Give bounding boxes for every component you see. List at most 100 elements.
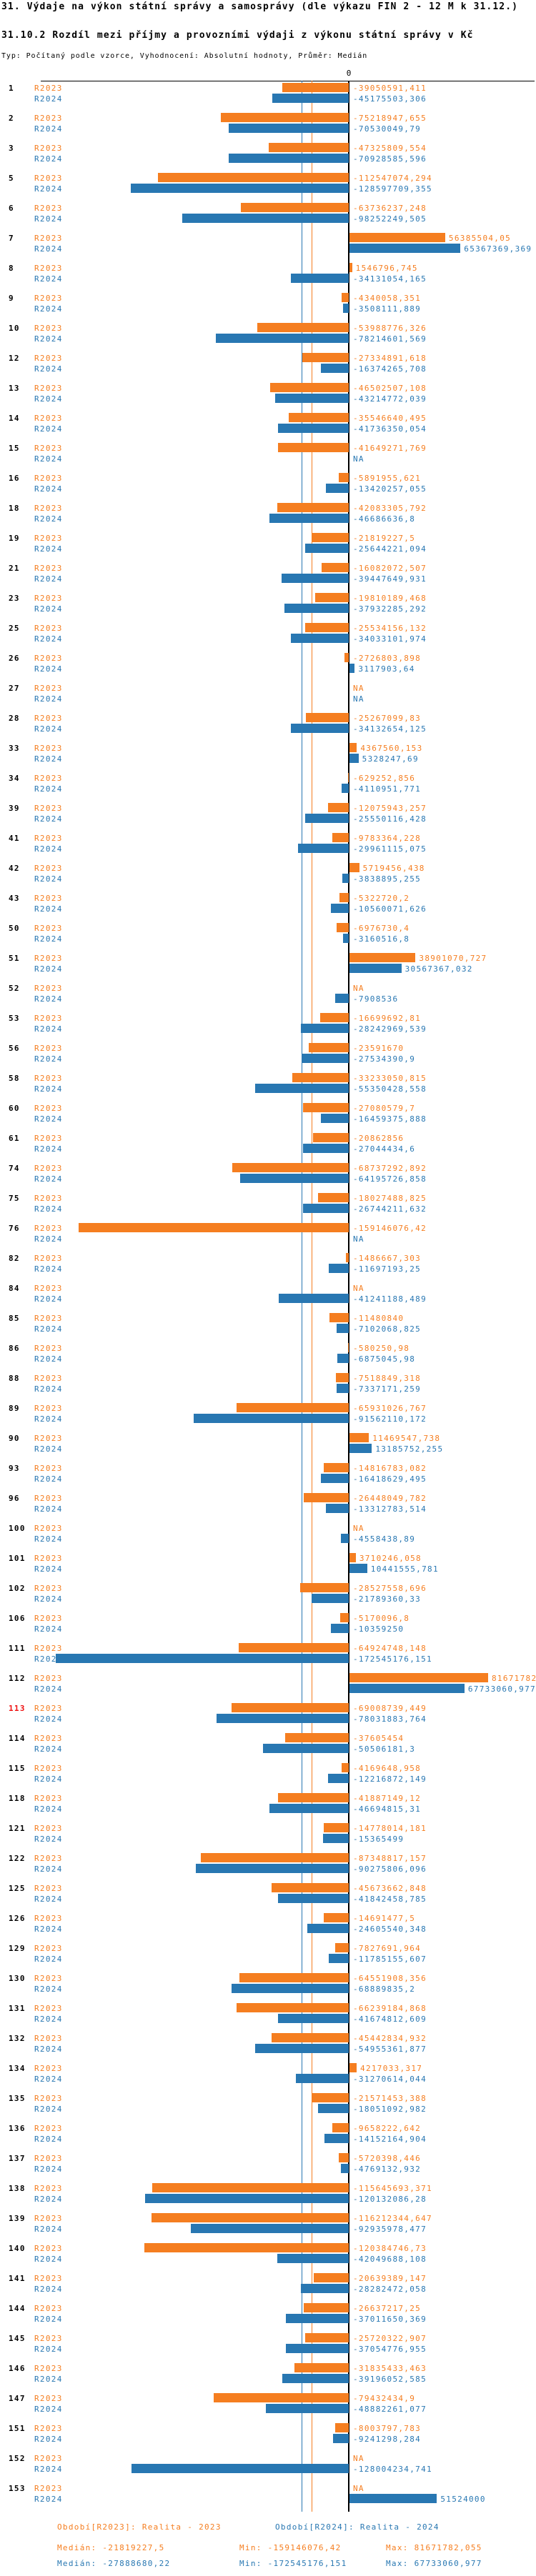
bar-2024[interactable]	[255, 2044, 349, 2053]
bar-2024[interactable]	[320, 1114, 349, 1123]
bar-2023[interactable]	[336, 1373, 349, 1382]
bar-2023[interactable]	[157, 173, 349, 182]
bar-2023[interactable]	[347, 1343, 349, 1352]
bar-2023[interactable]	[337, 923, 349, 932]
bar-2023[interactable]	[344, 653, 349, 662]
bar-2023[interactable]	[349, 233, 445, 242]
bar-2024[interactable]	[312, 1594, 349, 1603]
bar-2024[interactable]	[341, 1534, 349, 1543]
bar-2024[interactable]	[302, 1144, 349, 1153]
bar-2023[interactable]	[342, 1763, 349, 1772]
bar-2023[interactable]	[321, 563, 349, 572]
bar-2023[interactable]	[332, 2123, 349, 2132]
bar-2023[interactable]	[304, 1493, 349, 1502]
bar-2024[interactable]	[297, 844, 349, 853]
bar-2024[interactable]	[349, 2494, 437, 2503]
bar-2023[interactable]	[214, 2393, 349, 2402]
bar-2024[interactable]	[193, 1414, 349, 1423]
bar-2023[interactable]	[332, 833, 349, 842]
bar-2024[interactable]	[144, 2194, 349, 2203]
bar-2024[interactable]	[228, 154, 349, 163]
bar-2024[interactable]	[326, 484, 349, 493]
bar-2024[interactable]	[232, 1984, 349, 1993]
bar-2024[interactable]	[300, 2284, 349, 2293]
bar-2024[interactable]	[254, 1084, 349, 1093]
bar-2024[interactable]	[307, 1924, 349, 1933]
bar-2024[interactable]	[277, 1894, 349, 1903]
bar-2023[interactable]	[349, 863, 359, 872]
bar-2023[interactable]	[349, 1553, 356, 1562]
bar-2024[interactable]	[302, 1054, 349, 1063]
bar-2023[interactable]	[78, 1223, 349, 1232]
bar-2024[interactable]	[321, 364, 349, 373]
bar-2023[interactable]	[339, 893, 349, 902]
bar-2023[interactable]	[339, 473, 349, 482]
bar-2024[interactable]	[295, 2074, 349, 2083]
bar-2024[interactable]	[290, 274, 349, 283]
bar-2024[interactable]	[229, 124, 349, 133]
bar-2024[interactable]	[265, 2404, 349, 2413]
bar-2024[interactable]	[349, 1444, 372, 1453]
bar-2024[interactable]	[263, 1744, 349, 1753]
bar-2024[interactable]	[326, 1504, 349, 1513]
bar-2024[interactable]	[342, 784, 349, 793]
bar-2024[interactable]	[330, 904, 349, 913]
bar-2023[interactable]	[349, 953, 416, 962]
bar-2024[interactable]	[56, 1654, 349, 1663]
bar-2023[interactable]	[271, 1883, 349, 1892]
bar-2024[interactable]	[342, 304, 349, 313]
bar-2023[interactable]	[324, 1913, 349, 1922]
bar-2023[interactable]	[335, 1943, 349, 1952]
bar-2023[interactable]	[312, 2093, 349, 2102]
bar-2024[interactable]	[342, 874, 349, 883]
bar-2024[interactable]	[331, 1624, 349, 1633]
bar-2024[interactable]	[191, 2224, 349, 2233]
bar-2023[interactable]	[305, 623, 349, 632]
bar-2023[interactable]	[232, 1163, 349, 1172]
bar-2024[interactable]	[333, 2434, 349, 2443]
bar-2023[interactable]	[277, 1793, 349, 1802]
bar-2024[interactable]	[277, 2254, 349, 2263]
bar-2023[interactable]	[292, 1073, 349, 1082]
bar-2023[interactable]	[323, 1463, 349, 1472]
bar-2024[interactable]	[282, 2374, 349, 2383]
bar-2024[interactable]	[130, 184, 349, 193]
bar-2023[interactable]	[313, 1133, 349, 1142]
bar-2023[interactable]	[308, 1043, 349, 1052]
bar-2023[interactable]	[302, 353, 349, 362]
bar-2023[interactable]	[302, 1103, 349, 1112]
bar-2023[interactable]	[232, 1703, 349, 1712]
bar-2024[interactable]	[343, 934, 349, 943]
bar-2024[interactable]	[324, 2134, 349, 2143]
bar-2024[interactable]	[272, 94, 349, 103]
bar-2023[interactable]	[200, 1853, 349, 1862]
bar-2024[interactable]	[278, 2014, 349, 2023]
bar-2024[interactable]	[300, 1024, 349, 1033]
bar-2023[interactable]	[313, 2273, 349, 2282]
bar-2023[interactable]	[320, 1013, 349, 1022]
bar-2024[interactable]	[269, 1804, 349, 1813]
bar-2023[interactable]	[328, 803, 349, 812]
bar-2024[interactable]	[290, 724, 349, 733]
bar-2024[interactable]	[282, 574, 349, 583]
bar-2023[interactable]	[339, 2153, 349, 2162]
bar-2023[interactable]	[349, 2063, 357, 2072]
bar-2024[interactable]	[349, 964, 402, 973]
bar-2024[interactable]	[239, 1174, 349, 1183]
bar-2023[interactable]	[151, 2213, 349, 2222]
bar-2023[interactable]	[272, 2033, 349, 2042]
bar-2023[interactable]	[349, 1433, 369, 1442]
bar-2024[interactable]	[349, 754, 359, 763]
bar-2023[interactable]	[318, 1193, 349, 1202]
bar-2024[interactable]	[284, 604, 349, 613]
bar-2024[interactable]	[336, 1384, 349, 1393]
bar-2024[interactable]	[318, 2104, 349, 2113]
bar-2023[interactable]	[303, 2303, 349, 2312]
bar-2023[interactable]	[329, 1313, 349, 1322]
bar-2023[interactable]	[236, 2003, 349, 2012]
bar-2023[interactable]	[144, 2243, 349, 2252]
bar-2024[interactable]	[337, 1354, 349, 1363]
bar-2024[interactable]	[349, 1684, 465, 1693]
bar-2024[interactable]	[182, 214, 349, 223]
bar-2024[interactable]	[291, 634, 349, 643]
